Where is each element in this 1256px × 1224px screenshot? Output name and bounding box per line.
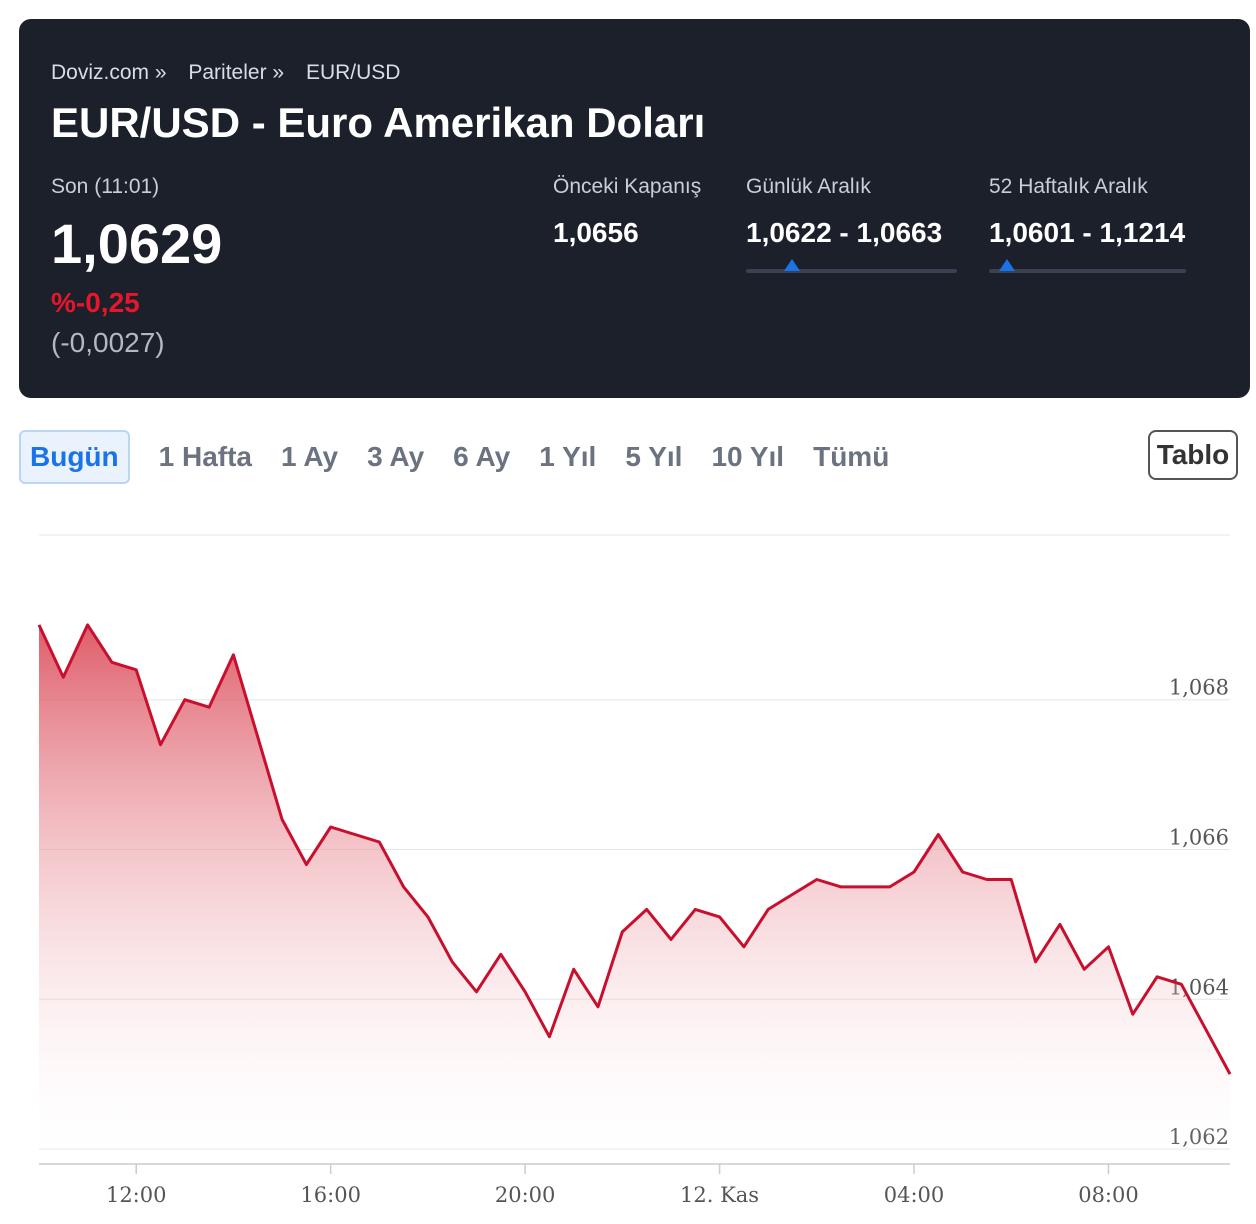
x-tick-label-2: 20:00 (495, 1183, 556, 1207)
prev-close-value: 1,0656 (553, 217, 639, 248)
page-title: EUR/USD - Euro Amerikan Doları (51, 99, 706, 146)
period-tab-4[interactable]: 6 Ay (453, 441, 511, 472)
quote-header-card: Doviz.com » Pariteler » EUR/USD EUR/USD … (19, 19, 1250, 398)
x-tick-label-4: 04:00 (884, 1183, 945, 1207)
period-tab-3[interactable]: 3 Ay (367, 441, 425, 472)
breadcrumb-item-home[interactable]: Doviz.com » (51, 61, 167, 84)
breadcrumb: Doviz.com » Pariteler » EUR/USD (51, 61, 416, 85)
y-tick-label-2: 1,066 (1169, 826, 1229, 850)
x-tick-label-3: 12. Kas (680, 1183, 759, 1207)
table-button[interactable]: Tablo (1148, 430, 1238, 480)
period-tab-6[interactable]: 5 Yıl (625, 441, 683, 472)
period-tabs: Bugün 1 Hafta 1 Ay 3 Ay 6 Ay 1 Yıl 5 Yıl 10 Yıl… (19, 430, 918, 484)
breadcrumb-item-pariteler[interactable]: Pariteler » (188, 61, 285, 84)
week52-range-value: 1,0601 - 1,1214 (989, 217, 1186, 248)
daily-range-marker-icon (784, 259, 801, 271)
daily-range-label: Günlük Aralık (746, 175, 871, 198)
period-tab-7[interactable]: 10 Yıl (711, 441, 785, 472)
last-price-label: Son (11:01) (51, 175, 160, 198)
breadcrumb-item-current: EUR/USD (305, 61, 401, 84)
daily-range-value: 1,0622 - 1,0663 (746, 217, 943, 248)
x-tick-label-0: 12:00 (106, 1183, 167, 1207)
week52-range-marker-icon (998, 259, 1015, 271)
prev-close-label: Önceki Kapanış (553, 175, 702, 198)
period-tab-0[interactable]: Bugün (19, 430, 130, 484)
change-percent: %-0,25 (51, 287, 140, 318)
last-price-value: 1,0629 (51, 212, 223, 275)
period-tab-1[interactable]: 1 Hafta (158, 441, 253, 472)
period-tab-2[interactable]: 1 Ay (281, 441, 339, 472)
x-tick-label-1: 16:00 (300, 1183, 361, 1207)
price-series-line (37, 623, 1232, 1075)
x-tick-label-5: 08:00 (1078, 1183, 1139, 1207)
week52-range-bar (989, 259, 1186, 273)
price-area-fill (39, 624, 1230, 1164)
week52-range-label: 52 Haftalık Aralık (989, 175, 1148, 198)
change-absolute: (-0,0027) (51, 327, 165, 358)
y-tick-label-3: 1,068 (1169, 676, 1229, 700)
period-tab-5[interactable]: 1 Yıl (539, 441, 597, 472)
period-tab-8[interactable]: Tümü (813, 441, 890, 472)
daily-range-bar (746, 259, 957, 273)
